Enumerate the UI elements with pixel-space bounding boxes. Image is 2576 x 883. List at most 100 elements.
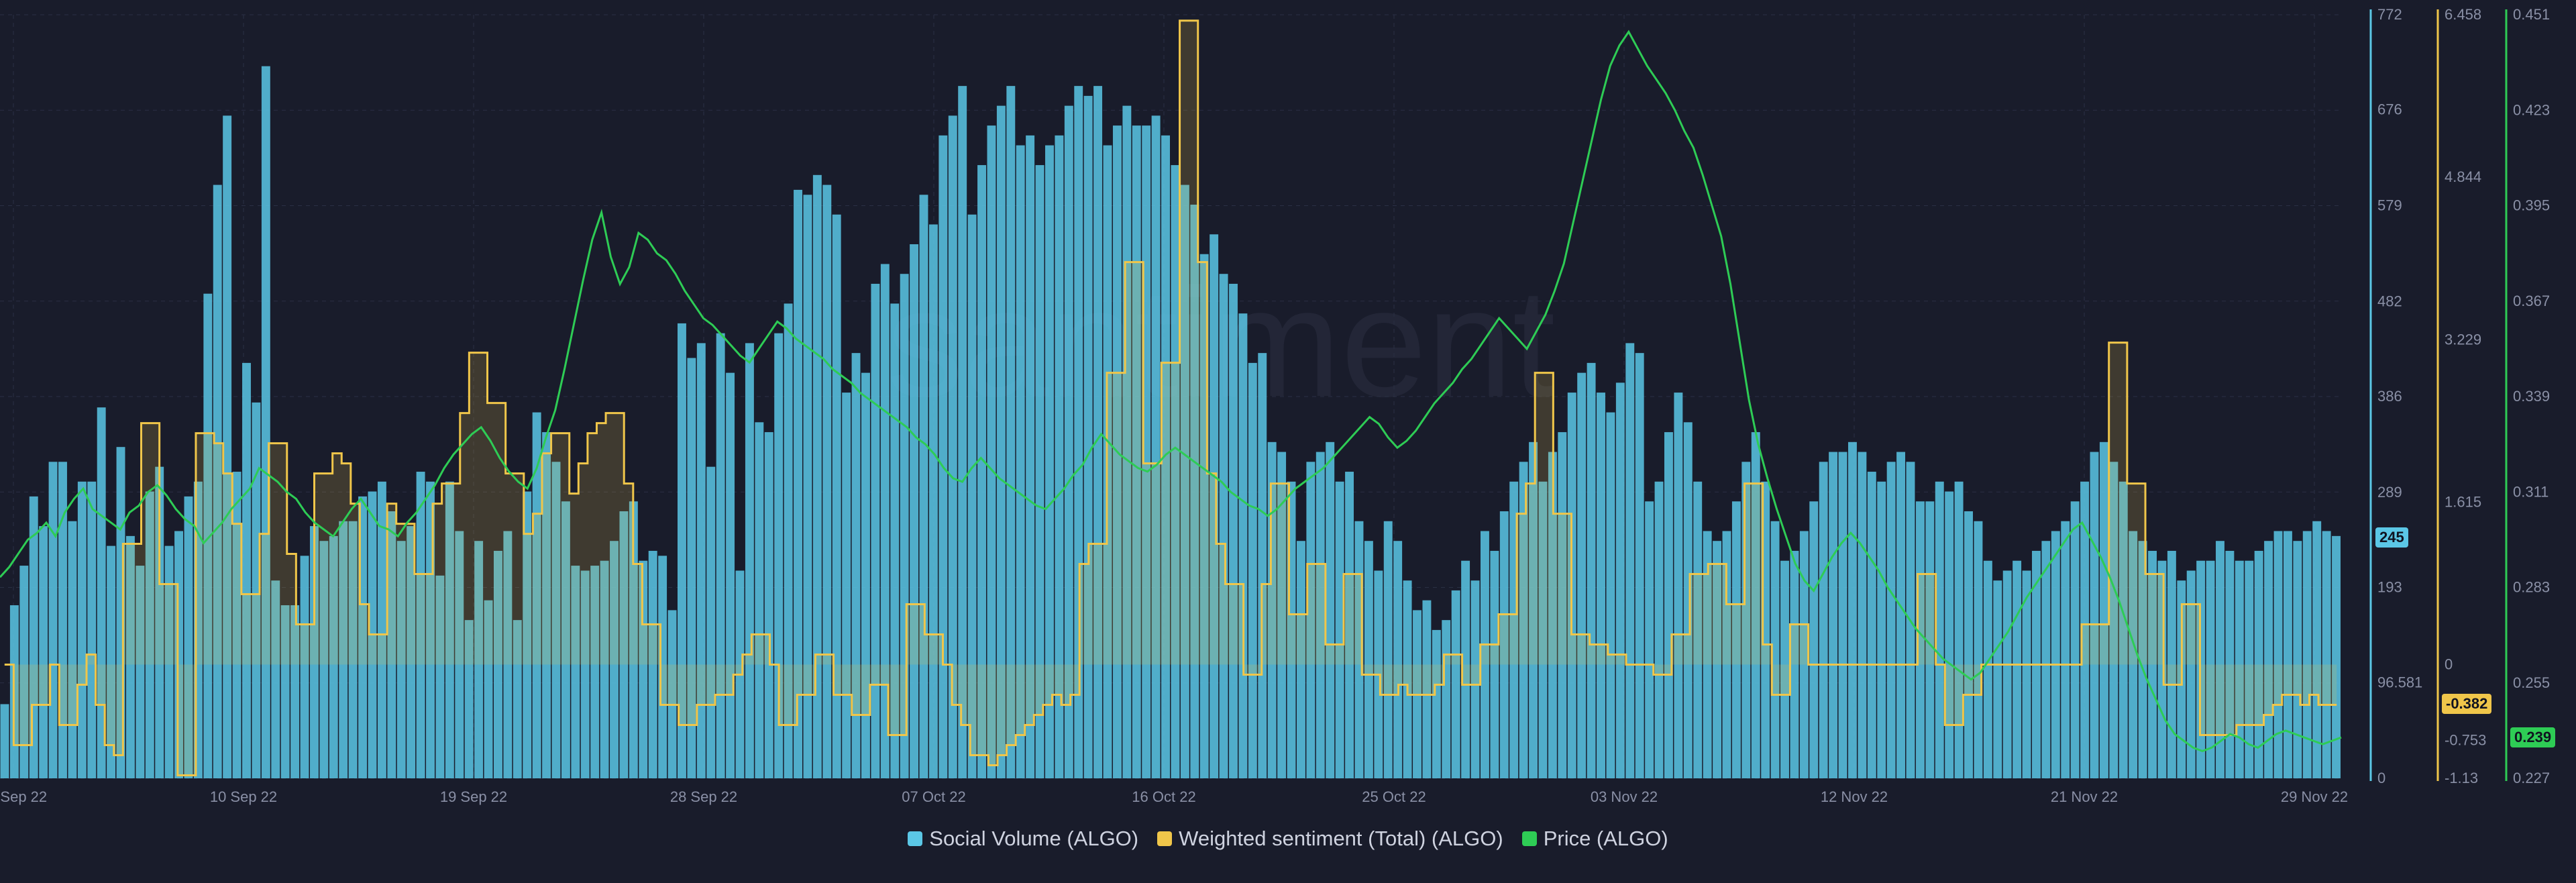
social-volume-bar — [493, 550, 502, 778]
sentiment-line — [4, 19, 2337, 776]
sentiment-tick-label: -1.13 — [2445, 770, 2478, 786]
social-volume-bar — [619, 511, 629, 778]
social-volume-bar — [290, 605, 300, 778]
social-volume-bar — [1964, 511, 1973, 778]
social-volume-bar — [2186, 570, 2196, 778]
social-volume-bar — [755, 422, 764, 778]
social-volume-bar — [271, 580, 280, 778]
price-tick-label: 0.283 — [2513, 579, 2550, 596]
social-volume-bar — [600, 560, 609, 778]
social-volume-bar — [1335, 481, 1344, 778]
social-volume-bar — [561, 501, 570, 778]
legend-swatch — [908, 831, 923, 846]
social-volume-bar — [1180, 185, 1189, 778]
social-volume-bar — [871, 283, 880, 778]
x-tick-label: 16 Oct 22 — [1132, 788, 1195, 805]
social-volume-bar — [1993, 580, 2002, 778]
social-volume-bar — [2332, 535, 2341, 778]
social-volume-bar — [87, 481, 97, 778]
social-volume-bar — [1499, 511, 1509, 778]
social-volume-bar — [203, 293, 213, 778]
legend-item[interactable]: Price (ALGO) — [1521, 827, 1668, 851]
social-volume-bar — [1983, 560, 1992, 778]
social-volume-bar — [542, 432, 551, 778]
social-volume-bar — [764, 432, 773, 778]
social-volume-bar — [1529, 442, 1538, 778]
sentiment-tick-label: 0 — [2445, 656, 2453, 673]
social-volume-bar — [784, 303, 793, 778]
social-volume-bar — [1403, 580, 1412, 778]
legend — [0, 870, 2576, 883]
social-volume-bar — [2041, 541, 2051, 778]
social-volume-bar — [2138, 541, 2147, 778]
social-volume-bar — [145, 491, 154, 778]
social-volume-bar — [1461, 560, 1470, 778]
social-volume-bar — [155, 466, 164, 778]
social-volume-bar — [503, 531, 513, 778]
social-volume-bar — [1074, 86, 1083, 778]
sentiment-tick-label: 3.229 — [2445, 331, 2481, 348]
social-volume-bar — [407, 526, 416, 778]
social_volume-tick-label: 193 — [2377, 579, 2402, 596]
social-volume-bar — [851, 353, 861, 778]
social-volume-bar — [987, 125, 996, 778]
social-volume-current-badge: 245 — [2375, 527, 2408, 548]
social-volume-bar — [2109, 462, 2118, 778]
social-volume-bar — [58, 462, 67, 778]
social-volume-bar — [948, 115, 957, 778]
social-volume-bar — [1664, 432, 1673, 778]
social-volume-bar — [2283, 531, 2292, 778]
social-volume-bar — [2012, 560, 2022, 778]
social-volume-bar — [590, 566, 600, 778]
social-volume-bar — [68, 521, 77, 778]
social-volume-bar — [678, 323, 686, 778]
social-volume-bar — [1683, 422, 1693, 778]
social-volume-bar — [2090, 452, 2099, 778]
price-tick-label: 0.367 — [2513, 293, 2550, 309]
social-volume-bar — [1161, 135, 1170, 779]
social-volume-bar — [280, 605, 290, 778]
social-volume-bar — [1055, 135, 1064, 779]
social-volume-bar — [2225, 550, 2235, 778]
social-volume-bar — [1083, 95, 1093, 779]
social-volume-bar — [629, 501, 638, 778]
legend-item[interactable]: Social Volume (ALGO) — [908, 827, 1138, 851]
social-volume-bar — [213, 185, 222, 778]
social-volume-bar — [2302, 531, 2312, 778]
social-volume-bar — [687, 358, 696, 778]
sentiment-current-badge: -0.382 — [2442, 694, 2492, 714]
social-volume-bar — [339, 521, 348, 778]
social-volume-bar — [1615, 382, 1625, 778]
social-volume-bar — [1229, 283, 1238, 778]
social-volume-bar — [387, 511, 396, 778]
social-volume-bar — [1151, 115, 1161, 778]
social-volume-bar — [1258, 353, 1267, 778]
social-volume-bar — [300, 556, 309, 778]
social-volume-bar — [2070, 501, 2080, 778]
social-volume-bar — [2235, 560, 2244, 778]
social-volume-bar — [1470, 580, 1480, 778]
social-volume-bar — [97, 407, 106, 778]
legend-item[interactable]: Weighted sentiment (Total) (ALGO) — [1157, 827, 1503, 851]
social-volume-bar — [1006, 86, 1016, 778]
social-volume-bar — [445, 481, 454, 778]
x-tick-label: 03 Nov 22 — [1591, 788, 1658, 805]
x-tick-label: 25 Oct 22 — [1362, 788, 1426, 805]
x-tick-label: 28 Sep 22 — [670, 788, 737, 805]
social-volume-bar — [2293, 541, 2302, 778]
social-volume-bar — [1064, 105, 1073, 778]
social-volume-bar — [861, 372, 870, 778]
social-volume-bar — [1770, 521, 1780, 778]
social-volume-bar — [2322, 531, 2331, 778]
x-tick-label: 29 Nov 22 — [2281, 788, 2348, 805]
social_volume-tick-label: 96.581 — [2377, 674, 2422, 691]
social-volume-bar — [1935, 481, 1944, 778]
social-volume-bar — [1210, 234, 1219, 778]
social-volume-bar — [416, 472, 425, 778]
social-volume-bar — [455, 531, 464, 778]
social-volume-bar — [1829, 452, 1838, 778]
social-volume-bar — [803, 195, 812, 778]
social-volume-bar — [1877, 481, 1886, 778]
social-volume-bar — [1606, 412, 1615, 778]
social-volume-bar — [1751, 432, 1760, 778]
